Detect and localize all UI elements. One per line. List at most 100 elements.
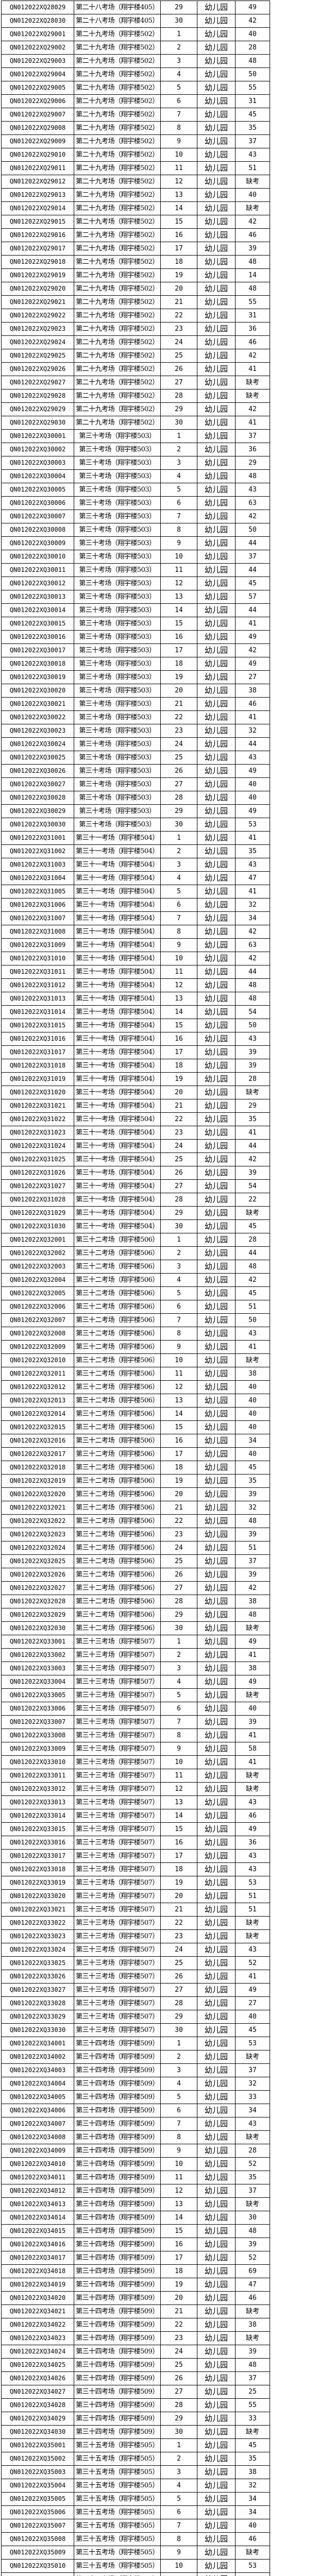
seat-number-cell: 7	[160, 2519, 197, 2533]
score-cell: 41	[235, 1340, 270, 1354]
category-cell: 幼儿园	[197, 2050, 236, 2064]
category-cell: 幼儿园	[197, 1340, 236, 1354]
seat-number-cell: 20	[160, 282, 197, 296]
category-cell: 幼儿园	[197, 764, 236, 778]
category-cell: 幼儿园	[197, 2438, 236, 2452]
table-row: QN012022XQ30004 第三十考场（翔宇楼503） 4 幼儿园 48	[1, 469, 270, 483]
seat-number-cell: 5	[160, 2090, 197, 2104]
category-cell: 幼儿园	[197, 1072, 236, 1086]
table-row: QN012022XQ32022 第三十二考场（翔宇楼506） 22 幼儿园 48	[1, 1514, 270, 1528]
exam-id-cell: QN012022XQ35001	[1, 2438, 74, 2452]
seat-number-cell: 8	[160, 1327, 197, 1341]
exam-room-cell: 第三十四考场（翔宇楼509）	[74, 2398, 161, 2412]
score-cell: 49	[235, 1675, 270, 1689]
table-row: QN012022XQ31028 第三十一考场（翔宇楼504） 28 幼儿园 22	[1, 1193, 270, 1207]
seat-number-cell: 2	[160, 41, 197, 55]
score-cell: 缺考	[235, 1353, 270, 1367]
score-cell: 46	[235, 228, 270, 242]
table-row: QN012022XQ33017 第三十三考场（翔宇楼507） 17 幼儿园 43	[1, 1849, 270, 1863]
category-cell: 幼儿园	[197, 188, 236, 202]
score-cell: 44	[235, 536, 270, 550]
exam-id-cell: QN012022XQ29009	[1, 134, 74, 148]
table-row: QN012022XQ30003 第三十考场（翔宇楼503） 3 幼儿园 29	[1, 456, 270, 470]
table-row: QN012022XQ31023 第三十一考场（翔宇楼504） 23 幼儿园 41	[1, 1126, 270, 1140]
table-row: QN012022XQ29030 第二十九考场（翔宇楼502） 30 幼儿园 41	[1, 416, 270, 430]
score-cell: 48	[235, 1608, 270, 1622]
table-row: QN012022XQ32009 第三十二考场（翔宇楼506） 9 幼儿园 41	[1, 1340, 270, 1354]
exam-id-cell: QN012022XQ32026	[1, 1568, 74, 1582]
score-cell: 49	[235, 1983, 270, 1997]
exam-id-cell: QN012022XQ32010	[1, 1353, 74, 1367]
table-row: QN012022XQ30017 第三十考场（翔宇楼503） 17 幼儿园 42	[1, 643, 270, 657]
exam-id-cell: QN012022XQ35010	[1, 2559, 74, 2573]
category-cell: 幼儿园	[197, 1956, 236, 1970]
exam-room-cell: 第二十九考场（翔宇楼502）	[74, 67, 161, 81]
exam-id-cell: QN012022XQ31012	[1, 978, 74, 992]
table-row: QN012022XQ31010 第三十一考场（翔宇楼504） 10 幼儿园 42	[1, 952, 270, 965]
category-cell: 幼儿园	[197, 2224, 236, 2238]
seat-number-cell: 15	[160, 1019, 197, 1032]
exam-id-cell: QN012022XQ30002	[1, 443, 74, 456]
exam-id-cell: QN012022XQ30004	[1, 469, 74, 483]
score-cell: 41	[235, 1755, 270, 1769]
seat-number-cell: 13	[160, 590, 197, 604]
score-cell: 39	[235, 2345, 270, 2359]
seat-number-cell: 2	[160, 1648, 197, 1662]
exam-room-cell: 第三十三考场（翔宇楼507）	[74, 1996, 161, 2010]
category-cell: 幼儿园	[197, 27, 236, 41]
seat-number-cell: 28	[160, 791, 197, 805]
score-cell: 51	[235, 161, 270, 175]
table-row: QN012022XQ30020 第三十考场（翔宇楼503） 20 幼儿园 38	[1, 684, 270, 698]
score-cell: 39	[235, 1166, 270, 1180]
category-cell: 幼儿园	[197, 1996, 236, 2010]
exam-room-cell: 第二十九考场（翔宇楼502）	[74, 27, 161, 41]
seat-number-cell: 27	[160, 2385, 197, 2399]
exam-room-cell: 第三十四考场（翔宇楼509）	[74, 2318, 161, 2332]
table-row: QN012022XQ33012 第三十三考场（翔宇楼507） 12 幼儿园 缺考	[1, 1782, 270, 1796]
table-row: QN012022XQ33006 第三十三考场（翔宇楼507） 6 幼儿园 40	[1, 1702, 270, 1716]
exam-id-cell: QN012022XQ30029	[1, 804, 74, 818]
seat-number-cell: 17	[160, 643, 197, 657]
seat-number-cell: 29	[160, 2010, 197, 2024]
exam-id-cell: QN012022XQ32012	[1, 1380, 74, 1394]
exam-room-cell: 第二十九考场（翔宇楼502）	[74, 161, 161, 175]
exam-room-cell: 第三十三考场（翔宇楼507）	[74, 1675, 161, 1689]
exam-id-cell: QN012022XQ33012	[1, 1782, 74, 1796]
table-row: QN012022XQ35003 第三十五考场（翔宇楼505） 3 幼儿园 38	[1, 2465, 270, 2479]
exam-id-cell: QN012022XQ32007	[1, 1313, 74, 1327]
category-cell: 幼儿园	[197, 2291, 236, 2305]
score-cell: 36	[235, 1836, 270, 1850]
table-row: QN012022XQ34011 第三十四考场（翔宇楼509） 11 幼儿园 35	[1, 2171, 270, 2184]
table-row: QN012022XQ32026 第三十二考场（翔宇楼506） 26 幼儿园 39	[1, 1568, 270, 1582]
exam-room-cell: 第二十八考场（翔宇楼405）	[74, 1, 161, 14]
exam-room-cell: 第二十九考场（翔宇楼502）	[74, 402, 161, 416]
table-row: QN012022XQ31018 第三十一考场（翔宇楼504） 18 幼儿园 39	[1, 1059, 270, 1073]
category-cell: 幼儿园	[197, 2559, 236, 2573]
exam-id-cell: QN012022XQ34008	[1, 2130, 74, 2144]
exam-room-cell: 第三十三考场（翔宇楼507）	[74, 1903, 161, 1917]
exam-id-cell: QN012022XQ29006	[1, 94, 74, 108]
seat-number-cell: 1	[160, 2438, 197, 2452]
score-cell: 35	[235, 1474, 270, 1488]
exam-id-cell: QN012022XQ34003	[1, 2063, 74, 2077]
exam-id-cell: QN012022XQ29028	[1, 389, 74, 403]
seat-number-cell: 8	[160, 925, 197, 939]
score-cell: 51	[235, 1300, 270, 1314]
score-cell: 40	[235, 1447, 270, 1461]
exam-id-cell: QN012022XQ34025	[1, 2358, 74, 2372]
exam-id-cell: QN012022XQ34010	[1, 2157, 74, 2171]
exam-room-cell: 第三十四考场（翔宇楼509）	[74, 2144, 161, 2158]
exam-room-cell: 第三十三考场（翔宇楼507）	[74, 1970, 161, 1984]
exam-room-cell: 第二十九考场（翔宇楼502）	[74, 175, 161, 189]
score-cell: 缺考	[235, 1769, 270, 1783]
table-row: QN012022XQ33001 第三十三考场（翔宇楼507） 1 幼儿园 49	[1, 1635, 270, 1649]
table-row: QN012022XQ30009 第三十考场（翔宇楼503） 9 幼儿园 44	[1, 536, 270, 550]
score-cell: 40	[235, 1420, 270, 1434]
exam-room-cell: 第三十一考场（翔宇楼504）	[74, 1193, 161, 1207]
exam-room-cell: 第三十四考场（翔宇楼509）	[74, 2371, 161, 2385]
table-row: QN012022XQ28029 第二十八考场（翔宇楼405） 29 幼儿园 49	[1, 1, 270, 14]
seat-number-cell: 9	[160, 1742, 197, 1756]
category-cell: 幼儿园	[197, 54, 236, 68]
category-cell: 幼儿园	[197, 175, 236, 189]
category-cell: 幼儿园	[197, 1099, 236, 1113]
